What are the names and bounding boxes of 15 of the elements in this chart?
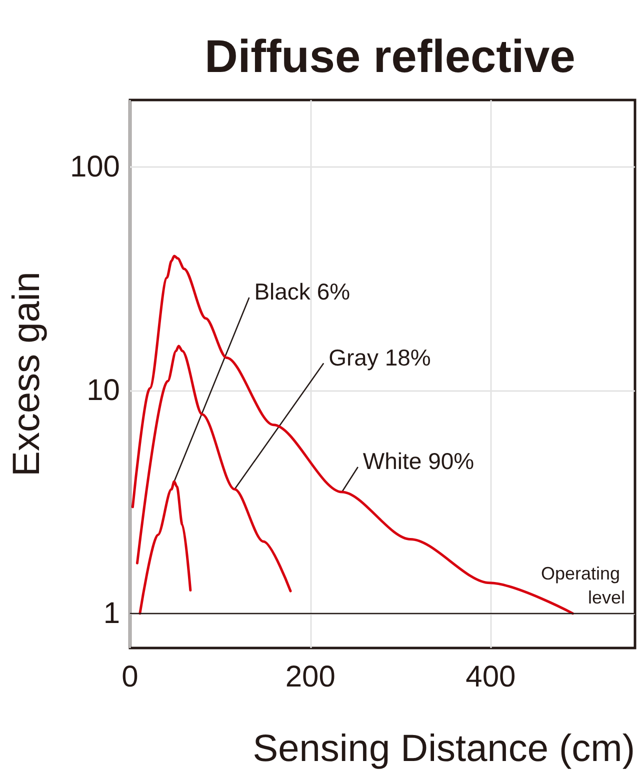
y-axis-title: Excess gain bbox=[6, 272, 48, 476]
y-tick-label: 1 bbox=[103, 596, 120, 630]
line-series bbox=[138, 480, 192, 615]
y-tick-label: 10 bbox=[86, 374, 120, 407]
x-tick-label: 200 bbox=[285, 660, 336, 694]
annotation: Black 6% bbox=[254, 278, 350, 305]
annotation: Gray 18% bbox=[328, 344, 431, 370]
x-tick-label: 400 bbox=[466, 660, 516, 694]
line-series bbox=[136, 344, 292, 592]
annotation: White 90% bbox=[362, 448, 474, 474]
x-tick-label: 0 bbox=[122, 660, 138, 694]
chart-title: Diffuse reflective bbox=[204, 30, 576, 82]
y-tick-label: 100 bbox=[70, 150, 120, 184]
x-axis-title: Sensing Distance (cm) bbox=[252, 728, 635, 770]
ref-line-label: Operating level bbox=[540, 563, 625, 608]
